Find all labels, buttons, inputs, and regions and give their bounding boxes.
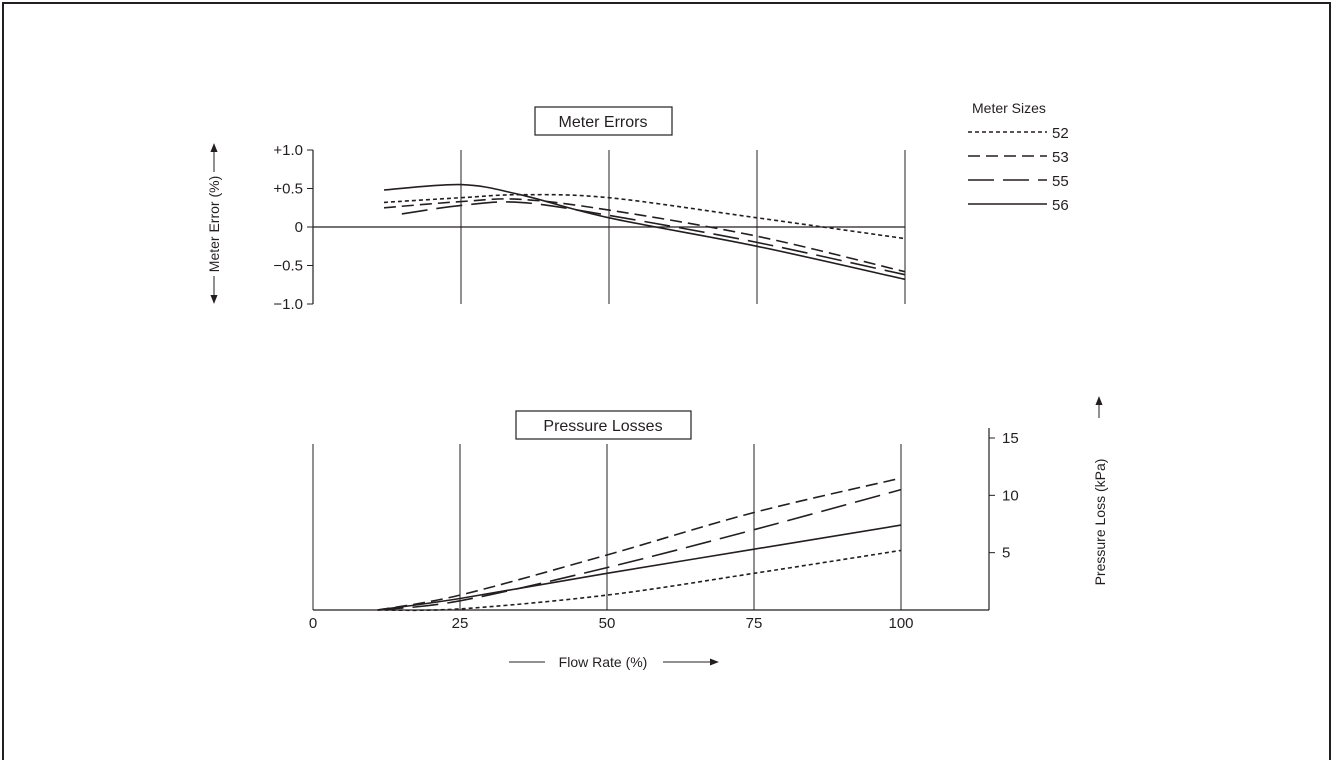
meter-errors-y-title-group: Meter Error (%) (206, 143, 222, 304)
meter-errors-series-52 (383, 193, 906, 240)
x-tick-label: 25 (452, 615, 469, 632)
meter-errors-series (383, 183, 906, 281)
meter-errors-series-56 (383, 183, 906, 281)
pressure-y-tick-label: 15 (1002, 430, 1019, 447)
x-tick-label: 0 (309, 615, 317, 632)
legend-label-53: 53 (1052, 149, 1069, 166)
pressure-losses-x-ticks: 0 25 50 75 100 (309, 615, 914, 632)
meter-errors-series-55 (401, 201, 906, 276)
legend-label-56: 56 (1052, 197, 1069, 214)
pressure-losses-series-56 (377, 524, 902, 611)
y-tick-label: +0.5 (273, 181, 303, 198)
y-tick-label: 0 (295, 219, 303, 236)
pressure-y-tick-label: 5 (1002, 545, 1010, 562)
legend-label-55: 55 (1052, 173, 1069, 190)
y-tick-label: −0.5 (273, 258, 303, 275)
meter-errors-panel: Meter Errors +1.0 +0.5 0 −0.5 −1.0 Meter Err… (206, 100, 1069, 313)
pressure-losses-y-ticks: 5 10 15 (989, 430, 1019, 562)
meter-errors-title-box (534, 106, 673, 136)
x-tick-label: 100 (888, 615, 913, 632)
x-tick-label: 75 (746, 615, 763, 632)
pressure-losses-panel: Pressure Losses 5 10 15 0 25 50 75 100 Pressur… (309, 396, 1108, 670)
pressure-losses-series-52 (377, 549, 902, 612)
pressure-losses-y-title-group: Pressure Loss (kPa) (1092, 396, 1108, 586)
legend-label-52: 52 (1052, 125, 1069, 142)
flow-rate-x-title-group: Flow Rate (%) (509, 654, 719, 670)
meter-errors-series-53 (383, 198, 906, 273)
pressure-losses-series (377, 477, 902, 612)
pressure-losses-title: Pressure Losses (543, 418, 662, 435)
pressure-losses-gridlines (459, 444, 902, 610)
legend: Meter Sizes 52 53 55 56 (968, 100, 1069, 214)
pressure-losses-y-title: Pressure Loss (kPa) (1092, 459, 1108, 586)
y-tick-label: −1.0 (273, 296, 303, 313)
pressure-losses-series-55 (377, 488, 902, 611)
pressure-losses-series-53 (377, 477, 902, 611)
legend-title: Meter Sizes (972, 100, 1046, 116)
pressure-y-tick-label: 10 (1002, 487, 1019, 504)
y-tick-label: +1.0 (273, 142, 303, 159)
flow-rate-x-title: Flow Rate (%) (559, 654, 648, 670)
meter-errors-title: Meter Errors (559, 114, 648, 131)
meter-errors-y-title: Meter Error (%) (206, 176, 222, 272)
meter-errors-y-ticks: +1.0 +0.5 0 −0.5 −1.0 (273, 142, 313, 313)
pressure-losses-title-box (515, 410, 692, 440)
x-tick-label: 50 (599, 615, 616, 632)
